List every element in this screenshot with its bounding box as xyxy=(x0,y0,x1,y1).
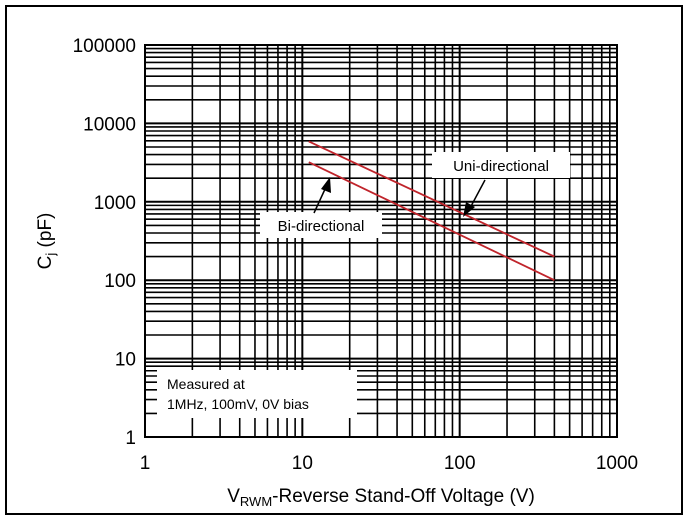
bi-arrow-line xyxy=(313,186,327,214)
series-group xyxy=(308,140,555,282)
y-tick-label: 1000 xyxy=(94,193,136,214)
uni-arrow-line xyxy=(468,179,486,211)
y-tick-label: 10000 xyxy=(83,114,136,135)
x-axis-title: VRWM-Reverse Stand-Off Voltage (V) xyxy=(227,486,535,509)
series-line-uni-directional xyxy=(308,140,555,258)
y-tick-labels: 1 10 100 1000 10000 100000 xyxy=(73,36,136,449)
uni-arrowhead xyxy=(463,202,475,217)
x-tick-label: 100 xyxy=(444,453,476,474)
series-line-bi-directional xyxy=(308,161,555,282)
y-tick-label: 1 xyxy=(125,428,136,449)
y-tick-label: 100000 xyxy=(73,36,136,57)
x-tick-label: 10 xyxy=(292,453,313,474)
y-axis-title: Cj (pF) xyxy=(35,213,58,270)
y-tick-label: 10 xyxy=(115,350,136,371)
bi-label-box xyxy=(260,212,382,238)
note-line-1: Measured at xyxy=(167,376,245,392)
note-box xyxy=(157,370,357,418)
bi-arrowhead xyxy=(321,177,331,193)
x-tick-label: 1 xyxy=(140,453,151,474)
x-tick-labels: 1 10 100 1000 xyxy=(140,453,638,474)
note-line-2: 1MHz, 100mV, 0V bias xyxy=(167,396,309,412)
y-tick-label: 100 xyxy=(104,271,136,292)
uni-label: Uni-directional xyxy=(453,158,549,175)
bi-label: Bi-directional xyxy=(278,218,365,235)
x-tick-label: 1000 xyxy=(596,453,638,474)
plot-border xyxy=(144,44,618,438)
uni-label-box xyxy=(432,152,570,178)
